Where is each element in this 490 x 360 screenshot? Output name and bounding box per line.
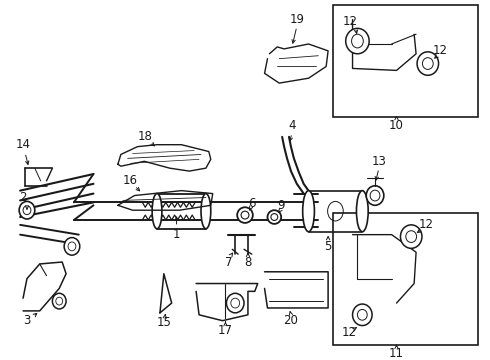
Ellipse shape (400, 225, 422, 248)
Text: 14: 14 (16, 138, 30, 151)
Ellipse shape (201, 194, 211, 229)
Text: 17: 17 (218, 324, 233, 337)
Text: 1: 1 (173, 228, 180, 241)
Bar (333, 5, 478, 117)
Text: 7: 7 (224, 256, 232, 269)
Text: 16: 16 (123, 174, 138, 187)
Text: 20: 20 (284, 314, 298, 327)
Text: 12: 12 (418, 219, 433, 231)
Text: 12: 12 (433, 44, 448, 57)
Text: 13: 13 (371, 155, 387, 168)
Ellipse shape (52, 293, 66, 309)
Ellipse shape (346, 28, 369, 54)
Ellipse shape (226, 293, 244, 313)
Ellipse shape (237, 207, 253, 223)
Text: 11: 11 (389, 347, 404, 360)
Text: 2: 2 (19, 191, 27, 204)
Text: 12: 12 (342, 326, 357, 339)
Text: 5: 5 (324, 240, 332, 253)
Text: 9: 9 (277, 199, 285, 212)
Ellipse shape (303, 191, 315, 232)
Text: 19: 19 (289, 13, 304, 26)
Text: 15: 15 (156, 316, 172, 329)
Text: 10: 10 (389, 119, 404, 132)
Ellipse shape (64, 238, 80, 255)
Bar (333, 213, 478, 345)
Ellipse shape (417, 52, 439, 75)
Ellipse shape (152, 194, 162, 229)
Ellipse shape (268, 210, 281, 224)
Ellipse shape (19, 201, 35, 219)
Text: 8: 8 (244, 256, 252, 269)
Text: 6: 6 (248, 197, 256, 210)
Text: 3: 3 (24, 314, 31, 327)
Text: 4: 4 (288, 119, 295, 132)
Ellipse shape (366, 186, 384, 205)
Ellipse shape (352, 304, 372, 325)
Text: 12: 12 (343, 15, 358, 28)
Ellipse shape (356, 191, 368, 232)
Text: 18: 18 (138, 130, 153, 143)
